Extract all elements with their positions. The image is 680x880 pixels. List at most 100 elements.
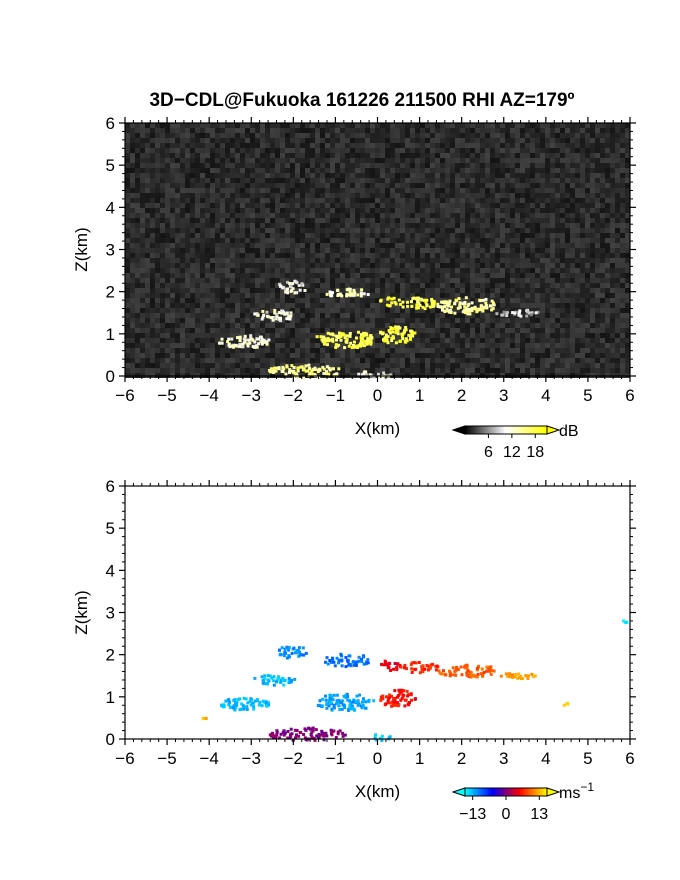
colorbar: −13 0 13 ms−1	[451, 780, 594, 823]
x-tick-label: 1	[415, 386, 424, 405]
plot-background	[125, 486, 630, 739]
x-tick-label: 5	[583, 749, 592, 768]
colorbar-frame	[464, 425, 548, 435]
colorbar-segment	[465, 788, 468, 796]
colorbar-segment	[477, 788, 480, 796]
colorbar-segment	[495, 788, 499, 796]
colorbar-segment	[510, 426, 513, 434]
colorbar-segment	[542, 788, 546, 796]
colorbar-segment	[469, 788, 472, 796]
echo-region	[398, 661, 440, 675]
y-axis: 0 1 2 3 4 5 6	[106, 114, 636, 386]
colorbar-high-arrow	[546, 787, 561, 797]
colorbar-segment	[501, 426, 505, 434]
x-tick-label: 3	[499, 386, 508, 405]
colorbar-segment	[532, 788, 536, 796]
x-tick-label: −2	[284, 386, 303, 405]
y-axis: 0 1 2 3 4 5 6	[106, 477, 636, 749]
colorbar-segment	[489, 788, 493, 796]
colorbar-segment	[467, 788, 470, 796]
y-tick-label: 6	[106, 114, 115, 133]
x-tick-label: −5	[157, 749, 176, 768]
colorbar-segment	[518, 426, 521, 434]
x-tick-label: 1	[415, 749, 424, 768]
colorbar-segment	[526, 788, 529, 796]
echo-region	[220, 696, 271, 712]
colorbar-segment	[497, 788, 501, 796]
colorbar-segment	[473, 788, 476, 796]
colorbar-segment	[481, 788, 484, 796]
x-tick-label: −1	[326, 386, 345, 405]
colorbar-tick-label: 18	[526, 444, 544, 461]
echo-region	[253, 308, 293, 322]
colorbar-segment	[471, 788, 474, 796]
colorbar-segment	[499, 788, 503, 796]
y-tick-label: 0	[106, 730, 115, 749]
colorbar-segment	[518, 788, 521, 796]
x-tick-label: 4	[541, 749, 550, 768]
figure-title: 3D−CDL@Fukuoka 161226 211500 RHI AZ=179º	[149, 90, 574, 111]
colorbar: 6 12 18 dB	[451, 423, 579, 461]
y-axis-label: Z(km)	[72, 227, 91, 271]
x-tick-label: −4	[199, 749, 218, 768]
echo-region	[316, 692, 376, 712]
echo-region	[379, 325, 417, 345]
colorbar-segment	[528, 788, 531, 796]
y-tick-label: 3	[106, 241, 115, 260]
colorbar-segment	[503, 426, 507, 434]
echo-region	[278, 279, 307, 295]
colorbar-segment	[522, 426, 525, 434]
colorbar-segment	[465, 426, 468, 434]
x-tick-label: 6	[625, 386, 634, 405]
colorbar-segment	[485, 426, 488, 434]
echo-region	[436, 296, 496, 316]
colorbar-segment	[479, 426, 482, 434]
colorbar-tick-label: 6	[484, 444, 493, 461]
y-axis-label: Z(km)	[72, 590, 91, 634]
colorbar-segment	[520, 426, 523, 434]
y-tick-label: 1	[106, 325, 115, 344]
colorbar-segment	[473, 426, 476, 434]
colorbar-segment	[501, 788, 505, 796]
echo-region	[622, 619, 629, 625]
colorbar-segment	[530, 788, 534, 796]
colorbar-segment	[485, 788, 488, 796]
colorbar-segment	[491, 788, 495, 796]
x-axis-label: X(km)	[355, 782, 400, 801]
x-tick-label: −3	[242, 749, 261, 768]
colorbar-segment	[530, 426, 534, 434]
colorbar-segment	[540, 426, 544, 434]
echo-region	[437, 663, 496, 679]
colorbar-segment	[520, 788, 523, 796]
colorbar-tick-label: 13	[530, 806, 548, 823]
x-axis: −6 −5 −4 −3 −2 −1 0 1 2 3 4 5 6	[115, 117, 635, 405]
colorbar-segment	[538, 426, 542, 434]
colorbar-segment	[536, 788, 540, 796]
colorbar-segment	[489, 426, 493, 434]
echo-region	[562, 702, 570, 707]
echo-region	[499, 672, 537, 681]
noise-texture	[125, 123, 630, 378]
colorbar-segment	[512, 788, 515, 796]
colorbar-segment	[528, 426, 531, 434]
x-tick-label: −3	[242, 386, 261, 405]
colorbar-segment	[532, 426, 536, 434]
colorbar-segment	[522, 788, 525, 796]
echo-region	[268, 363, 341, 379]
colorbar-segment	[471, 426, 474, 434]
echo-region	[379, 688, 417, 708]
y-tick-label: 5	[106, 519, 115, 538]
colorbar-segment	[483, 788, 486, 796]
x-tick-label: 6	[625, 749, 634, 768]
colorbar-segment	[479, 788, 482, 796]
y-tick-label: 3	[106, 604, 115, 623]
x-tick-label: −6	[115, 749, 134, 768]
echo-region	[325, 287, 370, 298]
y-tick-label: 4	[106, 561, 115, 580]
colorbar-segment	[516, 426, 519, 434]
x-tick-label: −2	[284, 749, 303, 768]
echo-region	[399, 296, 440, 311]
colorbar-tick-label: −13	[459, 806, 486, 823]
echo-region	[218, 334, 271, 349]
